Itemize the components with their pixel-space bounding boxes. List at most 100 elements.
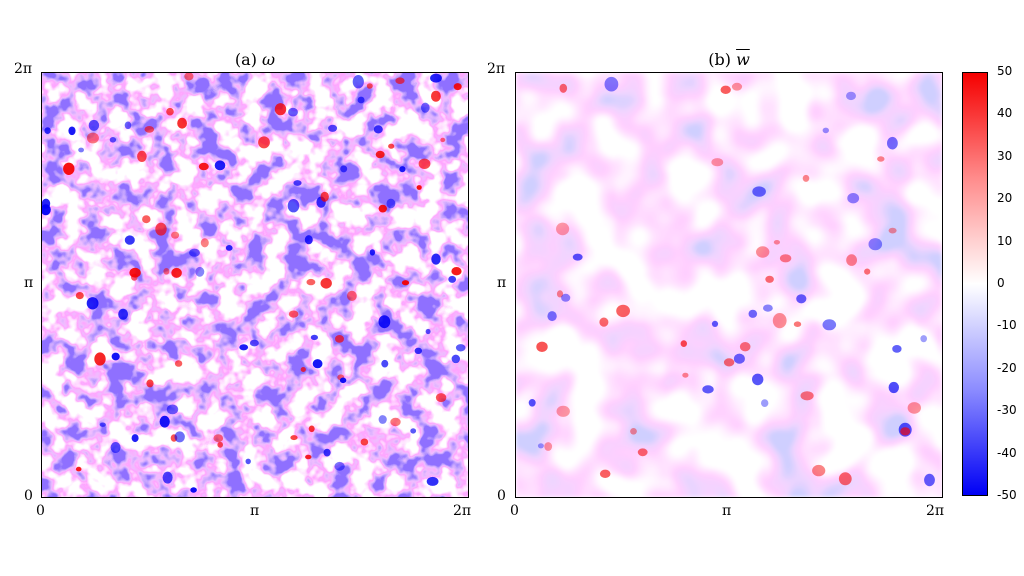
vortex-blob (451, 354, 460, 364)
vortex-blob (416, 185, 422, 190)
vortex-blob (306, 278, 316, 286)
vortex-blob (888, 381, 899, 394)
colorbar-label: 40 (997, 106, 1013, 120)
vortex-blob (166, 404, 179, 415)
vortex-blob (225, 245, 233, 251)
colorbar-label: -10 (997, 318, 1017, 332)
vortex-blob (528, 399, 536, 407)
vortex-blob (451, 267, 462, 276)
vortex-blob (214, 160, 226, 171)
colorbar-label: 30 (997, 149, 1013, 163)
vortex-blob (838, 472, 852, 486)
vortex-blob (131, 273, 138, 281)
vortex-blob (131, 434, 139, 443)
vortex-blob (779, 254, 792, 263)
vortex-blob (335, 335, 344, 343)
colorbar-label: -20 (997, 361, 1017, 375)
colorbar-label: 0 (997, 276, 1005, 290)
vorticity-field-image (41, 72, 469, 498)
vortex-blob (711, 158, 724, 167)
filtered-field-svg (516, 73, 942, 497)
vortex-blob (599, 469, 611, 478)
panel-a-xtick-0: 0 (36, 503, 45, 519)
panel-a-xtick-pi: π (250, 503, 260, 519)
vortex-blob (42, 198, 51, 209)
panel-a-prefix: (a) (234, 50, 257, 69)
vortex-blob (347, 290, 357, 301)
vortex-blob (765, 275, 774, 283)
vortex-blob (146, 379, 154, 388)
vortex-blob (888, 227, 897, 234)
vortex-blob (822, 127, 829, 134)
vortex-blob (189, 248, 200, 257)
vortex-blob (448, 275, 457, 283)
vortex-blob (99, 422, 106, 427)
vortex-blob (163, 268, 170, 275)
vortex-blob (630, 428, 637, 435)
vortex-blob (381, 359, 389, 368)
vortex-blob (320, 191, 329, 202)
vortex-blob (258, 136, 270, 149)
panel-a-symbol: ω (262, 50, 276, 69)
vortex-blob (305, 454, 312, 460)
panel-a-ytick-pi: π (24, 275, 34, 291)
vortex-blob (846, 91, 856, 101)
vortex-blob (378, 415, 387, 424)
vortex-blob (868, 238, 883, 251)
panel-b-title: (b) w (515, 50, 943, 69)
vortex-blob (702, 385, 714, 394)
vortex-blob (763, 304, 773, 312)
vortex-blob (290, 435, 298, 441)
panel-b-xtick-2pi: 2π (926, 503, 945, 519)
vortex-blob (177, 117, 188, 129)
vortex-blob (184, 73, 194, 81)
vortex-blob (352, 75, 364, 89)
panel-b-xtick-pi: π (722, 503, 732, 519)
vortex-blob (920, 335, 927, 343)
vortex-blob (68, 126, 76, 136)
vortex-blob (198, 162, 209, 171)
vortex-blob (616, 304, 630, 318)
vortex-blob (395, 77, 405, 84)
vortex-blob (556, 222, 570, 236)
colorbar-label: -40 (997, 446, 1017, 460)
vortex-blob (846, 254, 857, 266)
vortex-blob (723, 358, 735, 367)
vortex-blob (544, 442, 553, 451)
vortex-blob (44, 127, 51, 134)
panel-a-ytick-2pi: 2π (14, 61, 33, 77)
vortex-blob (455, 344, 466, 352)
vortex-blob (720, 85, 731, 94)
vorticity-field-svg (42, 73, 468, 497)
vortex-blob (761, 399, 769, 407)
vortex-blob (924, 473, 935, 487)
vortex-blob (109, 137, 117, 143)
vortex-blob (431, 90, 441, 102)
vortex-blob (63, 162, 75, 175)
vortex-blob (711, 320, 719, 327)
vortex-blob (426, 476, 439, 486)
vortex-blob (94, 352, 106, 366)
vortex-blob (249, 339, 259, 347)
colorbar-label: -50 (997, 488, 1017, 502)
vortex-blob (796, 294, 807, 304)
vortex-blob (556, 290, 564, 298)
vortex-blob (200, 238, 209, 248)
vortex-blob (388, 143, 395, 149)
panel-b-ytick-pi: π (497, 275, 507, 291)
vortex-blob (195, 266, 205, 277)
vortex-blob (559, 83, 568, 93)
vortex-blob (171, 231, 180, 239)
vortex-blob (288, 310, 299, 318)
vortex-blob (561, 293, 571, 302)
vortex-blob (142, 215, 151, 224)
panel-a-xtick-2pi: 2π (453, 503, 472, 519)
vortex-blob (772, 313, 787, 329)
vortex-blob (399, 166, 406, 173)
vortex-blob (537, 443, 544, 449)
vortex-blob (86, 132, 99, 144)
vortex-blob (900, 427, 911, 436)
vortex-blob (340, 165, 348, 173)
vortex-blob (75, 292, 84, 300)
vortex-blob (802, 174, 810, 182)
